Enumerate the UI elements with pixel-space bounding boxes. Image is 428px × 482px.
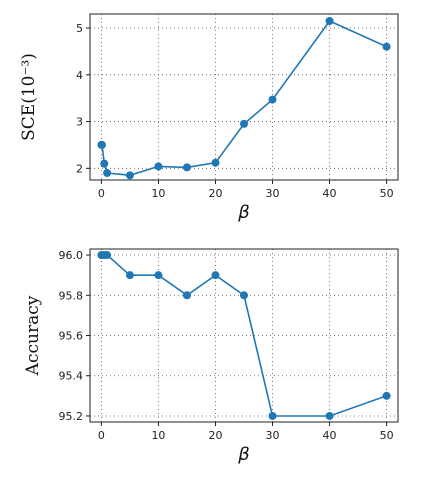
sce-xtick-label: 40: [323, 187, 337, 200]
accuracy-data-point: [325, 411, 334, 420]
sce-data-point: [382, 42, 391, 51]
accuracy-series-line: [101, 254, 387, 417]
sce-data-point: [211, 158, 220, 167]
accuracy-xtick-label: 40: [323, 429, 337, 442]
sce-chart: 0 10 20 30 40 50 2 3 4 5 β SCE(10⁻³): [19, 13, 399, 223]
sce-data-point: [97, 140, 106, 149]
sce-xtick-label: 10: [151, 187, 165, 200]
sce-data-point: [240, 119, 248, 128]
sce-ytick-label: 2: [76, 162, 83, 175]
accuracy-xtick-label: 10: [151, 429, 165, 442]
accuracy-data-point: [125, 271, 134, 280]
sce-yaxis-label: SCE(10⁻³): [19, 53, 39, 141]
sce-data-point: [100, 159, 109, 168]
sce-xtick-label: 30: [266, 187, 280, 200]
accuracy-xtick-label: 50: [380, 429, 394, 442]
sce-data-point: [103, 168, 112, 177]
sce-xaxis-label: β: [237, 202, 250, 223]
accuracy-xtick-label: 0: [98, 429, 105, 442]
accuracy-ytick-label: 95.4: [59, 370, 84, 383]
sce-ytick-label: 5: [76, 22, 83, 35]
accuracy-xaxis-label: β: [237, 444, 250, 465]
accuracy-data-point: [240, 291, 248, 300]
accuracy-ytick-label: 95.2: [59, 410, 84, 423]
sce-data-point: [182, 163, 191, 172]
accuracy-data-point: [103, 251, 112, 260]
sce-plot-frame: [89, 13, 399, 181]
accuracy-yaxis-label: Accuracy: [23, 295, 43, 376]
accuracy-ytick-label: 95.6: [59, 330, 84, 343]
accuracy-data-point: [154, 271, 163, 280]
accuracy-data-point: [268, 411, 277, 420]
sce-data-point: [268, 95, 277, 104]
sce-data-point: [325, 17, 334, 26]
accuracy-xtick-label: 20: [208, 429, 222, 442]
sce-xtick-label: 50: [380, 187, 394, 200]
accuracy-chart: 0 10 20 30 40 50 95.2 95.4 95.6 95.8 96.0 β Accuracy: [23, 248, 399, 465]
sce-xtick-label: 0: [98, 187, 105, 200]
sce-series-line: [101, 20, 387, 177]
accuracy-ytick-label: 96.0: [59, 249, 84, 262]
sce-data-point: [154, 162, 163, 171]
accuracy-xtick-label: 30: [266, 429, 280, 442]
sce-ytick-label: 3: [76, 116, 83, 129]
accuracy-data-point: [211, 271, 220, 280]
sce-data-point: [125, 171, 134, 180]
sce-ytick-label: 4: [76, 69, 83, 82]
accuracy-data-point: [382, 391, 391, 400]
accuracy-ytick-label: 95.8: [59, 289, 84, 302]
sce-xtick-label: 20: [208, 187, 222, 200]
accuracy-data-point: [182, 291, 191, 300]
